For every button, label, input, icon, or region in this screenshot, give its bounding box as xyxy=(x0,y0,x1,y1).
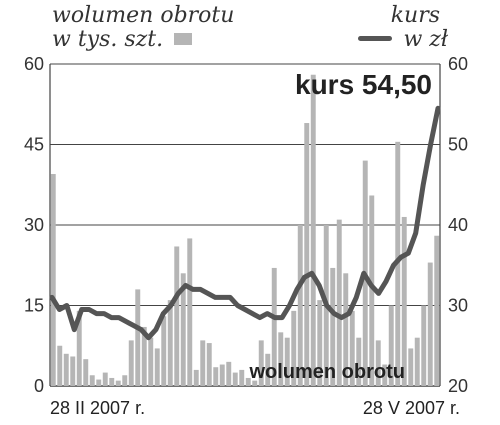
x-start-label: 28 II 2007 r. xyxy=(50,398,145,418)
gridlines xyxy=(49,63,441,387)
volume-bar xyxy=(369,195,375,386)
volume-bar xyxy=(414,337,420,386)
volume-bar xyxy=(258,340,264,386)
volume-bar xyxy=(232,372,238,386)
volume-bar xyxy=(187,238,193,386)
volume-bar xyxy=(401,216,407,386)
volume-bar xyxy=(115,380,121,386)
left-tick-label: 30 xyxy=(24,215,44,235)
volume-bar xyxy=(102,372,108,386)
price-legend-unit: w zł xyxy=(403,27,448,52)
volume-bars xyxy=(50,74,440,387)
left-tick-label: 60 xyxy=(24,54,44,74)
left-axis-ticks: 0 15 30 45 60 xyxy=(24,54,44,396)
volume-bar xyxy=(375,340,381,386)
volume-bar xyxy=(206,343,212,386)
volume-bar xyxy=(408,348,414,386)
right-tick-label: 20 xyxy=(448,376,468,396)
volume-bar xyxy=(317,300,323,386)
volume-bar xyxy=(96,379,102,386)
volume-callout: wolumen obrotu xyxy=(248,361,405,383)
volume-bar xyxy=(148,337,154,386)
x-end-label: 28 V 2007 r. xyxy=(363,398,460,418)
volume-bar xyxy=(122,375,128,386)
volume-bar xyxy=(388,305,394,386)
right-tick-label: 30 xyxy=(448,296,468,316)
volume-bar xyxy=(50,174,56,386)
volume-legend-unit: w tys. szt. xyxy=(52,27,164,52)
volume-bar xyxy=(141,326,147,386)
volume-bar xyxy=(278,332,284,386)
volume-bar xyxy=(336,219,342,386)
price-legend-title: kurs xyxy=(390,3,440,28)
volume-bar xyxy=(89,375,95,386)
volume-bar xyxy=(109,377,115,386)
volume-bar xyxy=(427,262,433,386)
volume-bar xyxy=(434,235,440,386)
volume-bar xyxy=(193,369,199,386)
volume-bar xyxy=(304,123,310,387)
volume-bar xyxy=(252,380,258,386)
left-tick-label: 15 xyxy=(24,296,44,316)
volume-bar xyxy=(330,267,336,386)
volume-bar xyxy=(239,369,245,386)
volume-bar xyxy=(297,225,303,386)
price-callout: kurs 54,50 xyxy=(295,69,432,100)
price-line-group xyxy=(49,105,441,341)
volume-bar xyxy=(161,316,167,386)
volume-bar xyxy=(83,359,89,386)
volume-bar xyxy=(200,340,206,386)
volume-bar xyxy=(180,273,186,386)
volume-bar xyxy=(421,305,427,386)
right-tick-label: 50 xyxy=(448,135,468,155)
volume-bar xyxy=(135,289,141,386)
volume-bar xyxy=(265,353,271,386)
volume-bar xyxy=(167,300,173,386)
volume-bar xyxy=(284,337,290,386)
volume-bar xyxy=(57,345,63,386)
volume-bar xyxy=(76,310,82,386)
volume-bar xyxy=(213,367,219,386)
right-axis-ticks: 20 30 40 50 60 xyxy=(448,54,468,396)
price-line xyxy=(49,105,441,341)
left-tick-label: 45 xyxy=(24,135,44,155)
left-tick-label: 0 xyxy=(34,376,44,396)
volume-legend-title: wolumen obrotu xyxy=(52,3,235,28)
volume-bar xyxy=(174,246,180,386)
volume-bar xyxy=(349,310,355,386)
volume-bar xyxy=(356,337,362,386)
volume-bar xyxy=(245,377,251,386)
price-legend-swatch xyxy=(358,36,392,41)
volume-bar xyxy=(219,364,225,386)
right-tick-label: 40 xyxy=(448,215,468,235)
volume-bar xyxy=(310,74,316,386)
volume-bar xyxy=(343,273,349,386)
volume-bar xyxy=(382,364,388,386)
volume-bar xyxy=(70,356,76,386)
volume-bar xyxy=(128,340,134,386)
volume-legend-swatch xyxy=(174,33,192,45)
volume-bar xyxy=(63,353,69,386)
right-tick-label: 60 xyxy=(448,54,468,74)
volume-bar xyxy=(226,361,232,386)
volume-bar xyxy=(154,348,160,386)
volume-bar xyxy=(271,267,277,386)
volume-bar xyxy=(291,310,297,386)
